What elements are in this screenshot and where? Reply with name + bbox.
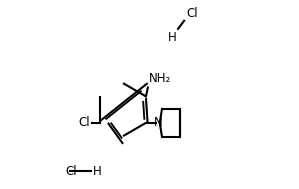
Text: Cl: Cl xyxy=(186,7,198,20)
Text: NH₂: NH₂ xyxy=(149,72,171,85)
Text: N: N xyxy=(154,116,163,129)
Text: H: H xyxy=(168,31,177,44)
Text: Cl: Cl xyxy=(78,116,90,129)
Text: H: H xyxy=(93,165,102,177)
Text: Cl: Cl xyxy=(65,165,77,177)
